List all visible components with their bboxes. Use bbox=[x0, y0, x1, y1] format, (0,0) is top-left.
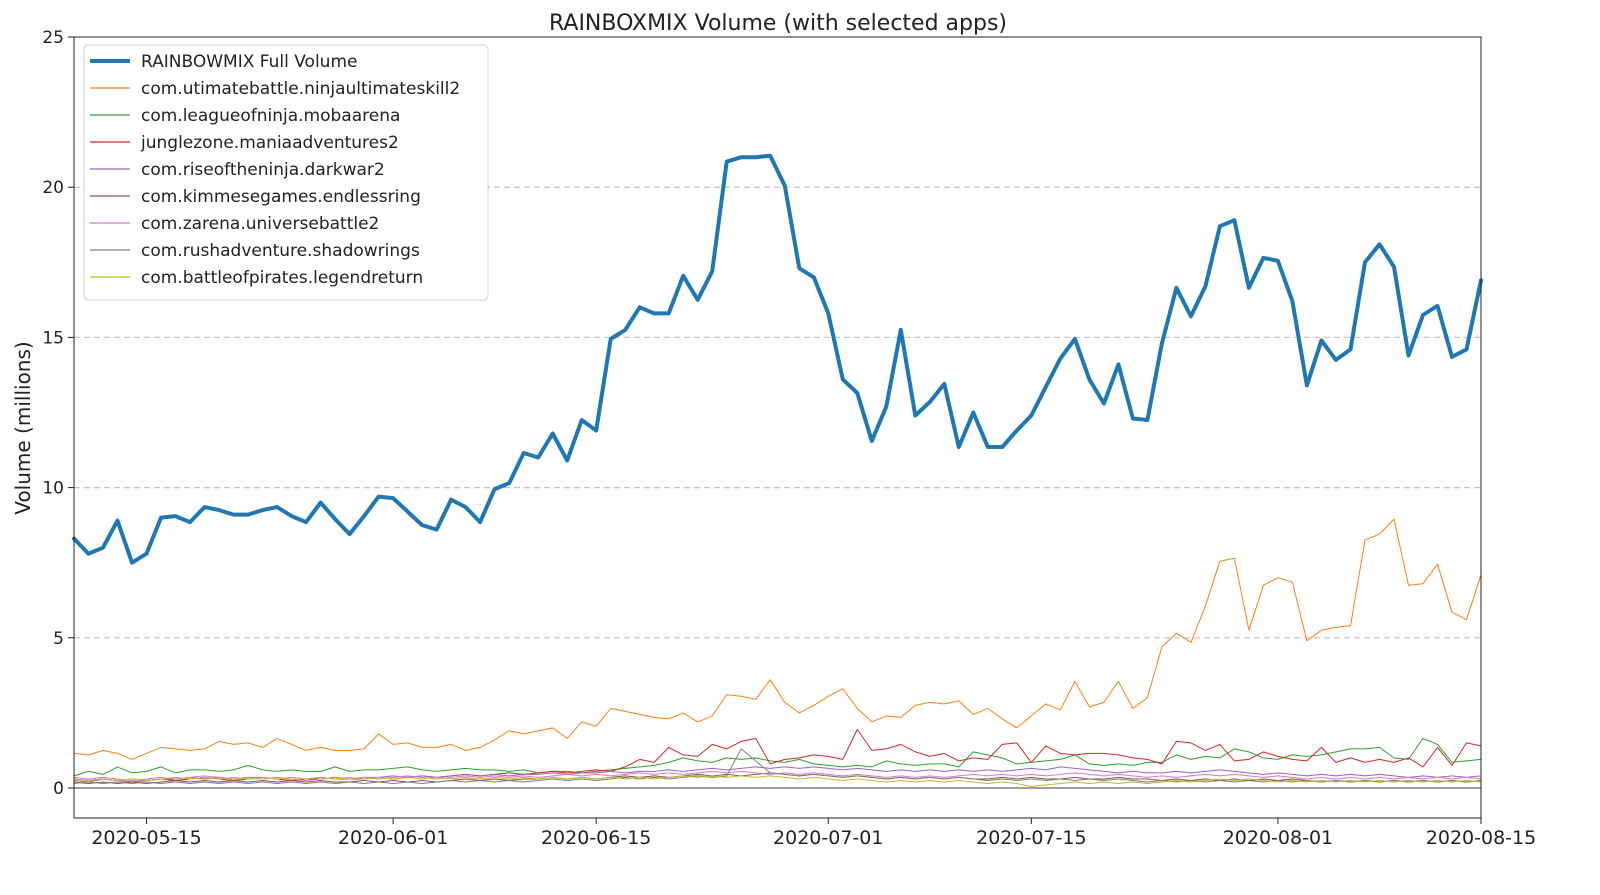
x-tick-label: 2020-07-01 bbox=[773, 827, 883, 849]
legend-label: RAINBOWMIX Full Volume bbox=[141, 52, 357, 72]
x-tick-label: 2020-08-01 bbox=[1223, 827, 1333, 849]
legend-label: com.zarena.universebattle2 bbox=[141, 214, 379, 234]
legend-label: com.kimmesegames.endlessring bbox=[141, 187, 421, 207]
legend-label: com.battleofpirates.legendreturn bbox=[141, 268, 423, 288]
y-axis-label: Volume (millions) bbox=[11, 341, 35, 514]
legend: RAINBOWMIX Full Volume com.utimatebattle.… bbox=[83, 44, 489, 301]
legend-label: com.riseoftheninja.darkwar2 bbox=[141, 160, 385, 180]
y-tick-label: 10 bbox=[42, 479, 64, 499]
x-tick-label: 2020-06-15 bbox=[541, 827, 651, 849]
y-tick-label: 15 bbox=[42, 328, 64, 348]
y-tick-label: 25 bbox=[42, 28, 64, 48]
series-line bbox=[73, 748, 1482, 784]
series-line bbox=[73, 518, 1482, 760]
legend-label: com.leagueofninja.mobaarena bbox=[141, 106, 400, 126]
chart-title: RAINBOXMIX Volume (with selected apps) bbox=[549, 11, 1007, 36]
legend-box bbox=[83, 44, 489, 301]
x-tick-label: 2020-07-15 bbox=[976, 827, 1086, 849]
legend-label: junglezone.maniaadventures2 bbox=[140, 133, 399, 153]
y-tick-label: 20 bbox=[42, 178, 64, 198]
series-line bbox=[72, 153, 1483, 565]
x-tick-label: 2020-05-15 bbox=[91, 827, 201, 849]
series-lines bbox=[72, 153, 1483, 787]
plot-frame bbox=[73, 36, 1482, 819]
y-tick-label: 0 bbox=[53, 779, 64, 799]
x-tick-label: 2020-08-15 bbox=[1426, 827, 1536, 849]
legend-label: com.rushadventure.shadowrings bbox=[141, 241, 420, 261]
y-tick-label: 5 bbox=[53, 629, 64, 649]
axes: 0 5 10 15 20 25 2020-05-15 2020-06-01 2020-06-15… bbox=[42, 28, 1536, 849]
x-tick-label: 2020-06-01 bbox=[338, 827, 448, 849]
series-line bbox=[73, 775, 1482, 787]
legend-label: com.utimatebattle.ninjaultimateskill2 bbox=[141, 79, 460, 99]
